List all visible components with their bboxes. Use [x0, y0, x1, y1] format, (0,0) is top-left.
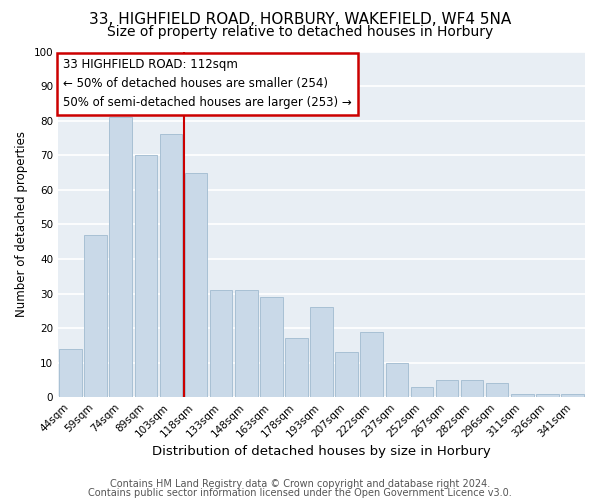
Bar [386, 362, 408, 397]
Bar [335, 352, 358, 397]
Bar [461, 380, 484, 397]
Bar [160, 134, 182, 397]
Bar [486, 384, 508, 397]
Bar [536, 394, 559, 397]
Bar [260, 297, 283, 397]
Text: 33, HIGHFIELD ROAD, HORBURY, WAKEFIELD, WF4 5NA: 33, HIGHFIELD ROAD, HORBURY, WAKEFIELD, … [89, 12, 511, 28]
Bar [410, 387, 433, 397]
Bar [361, 332, 383, 397]
Text: 33 HIGHFIELD ROAD: 112sqm
← 50% of detached houses are smaller (254)
50% of semi: 33 HIGHFIELD ROAD: 112sqm ← 50% of detac… [64, 58, 352, 110]
Text: Size of property relative to detached houses in Horbury: Size of property relative to detached ho… [107, 25, 493, 39]
Bar [59, 349, 82, 397]
Bar [134, 155, 157, 397]
Bar [436, 380, 458, 397]
Bar [561, 394, 584, 397]
Y-axis label: Number of detached properties: Number of detached properties [15, 132, 28, 318]
Bar [85, 234, 107, 397]
Text: Contains HM Land Registry data © Crown copyright and database right 2024.: Contains HM Land Registry data © Crown c… [110, 479, 490, 489]
Bar [285, 338, 308, 397]
Bar [310, 308, 333, 397]
Bar [511, 394, 533, 397]
Bar [235, 290, 257, 397]
Bar [185, 172, 208, 397]
X-axis label: Distribution of detached houses by size in Horbury: Distribution of detached houses by size … [152, 444, 491, 458]
Text: Contains public sector information licensed under the Open Government Licence v3: Contains public sector information licen… [88, 488, 512, 498]
Bar [109, 117, 132, 397]
Bar [210, 290, 232, 397]
